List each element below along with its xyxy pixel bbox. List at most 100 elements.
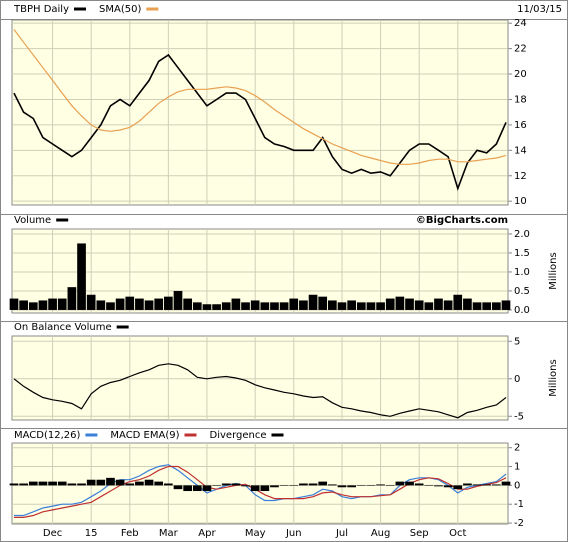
bar [414, 300, 424, 310]
bar [443, 485, 453, 488]
bar [250, 300, 260, 310]
bar [221, 483, 231, 486]
bar [57, 298, 67, 310]
y-tick-label: 0 [514, 480, 520, 491]
bar [231, 298, 241, 310]
y-tick-label: 16 [514, 120, 527, 131]
bar [173, 485, 183, 490]
plot-area [11, 335, 509, 421]
bar [443, 300, 453, 310]
bar [376, 484, 385, 486]
bar [96, 300, 106, 310]
legend-label: MACD(12,26) [14, 430, 81, 441]
bar [424, 302, 434, 310]
bar [337, 485, 347, 488]
y-axis-label: Millions [548, 359, 559, 396]
bar [86, 479, 96, 486]
bar [356, 302, 366, 310]
y-tick-label: 10 [514, 196, 527, 207]
bar [77, 243, 86, 310]
bar [106, 477, 115, 486]
bar [164, 296, 173, 310]
bar [299, 300, 308, 310]
bar [376, 302, 385, 310]
bar [106, 302, 115, 310]
bar [463, 298, 472, 310]
bar [192, 485, 202, 492]
x-tick-label: Aug [371, 528, 391, 539]
y-tick-label: 24 [514, 18, 527, 29]
bar [463, 483, 472, 486]
x-tick-label: Apr [198, 528, 216, 539]
legend-label: SMA(50) [99, 4, 141, 15]
plot-area [11, 228, 509, 314]
bar [472, 302, 482, 310]
bar [260, 485, 270, 492]
legend-label: Volume [14, 215, 51, 226]
bar [366, 485, 376, 486]
y-tick-label: 1 [514, 462, 520, 473]
bar [299, 483, 308, 486]
bar [19, 300, 28, 310]
bar [86, 294, 96, 310]
bar [328, 300, 337, 310]
bar [28, 481, 38, 486]
bar [164, 483, 173, 486]
x-tick-label: Jul [335, 528, 348, 539]
legend-label: Divergence [210, 430, 267, 441]
bar [77, 483, 86, 486]
bar [356, 485, 366, 486]
y-tick-label: 5 [514, 336, 520, 347]
y-tick-label: 12 [514, 171, 527, 182]
bar [48, 481, 57, 486]
bar [173, 290, 183, 310]
bar [135, 481, 144, 486]
y-tick-label: 2.0 [514, 229, 530, 240]
y-tick-label: -5 [514, 411, 524, 422]
series-line [14, 465, 507, 518]
bar [492, 302, 501, 310]
bar [125, 296, 135, 310]
bar [424, 485, 434, 486]
legend-label: TBPH Daily [13, 4, 69, 15]
y-tick-label: 18 [514, 94, 527, 105]
y-tick-label: 1.0 [514, 267, 530, 278]
bar [501, 300, 511, 310]
bar [241, 485, 250, 487]
bar [135, 298, 144, 310]
y-tick-label: -2 [514, 518, 524, 529]
bar [434, 485, 443, 487]
bar [38, 481, 48, 486]
bar [154, 481, 164, 486]
y-tick-label: 2 [514, 443, 520, 454]
bar [115, 298, 125, 310]
y-tick-label: 0 [514, 374, 520, 385]
series-line [14, 464, 507, 517]
bar [472, 484, 482, 486]
x-tick-label: Jun [285, 528, 302, 539]
y-axis-label: Millions [548, 252, 559, 289]
x-tick-label: Feb [121, 528, 139, 539]
bar [96, 479, 106, 486]
bar [9, 298, 19, 310]
bar [192, 302, 202, 310]
bar [395, 481, 405, 486]
bar [154, 298, 164, 310]
bar [501, 481, 511, 486]
bar [492, 484, 501, 486]
bar [125, 483, 135, 486]
y-tick-label: 0.5 [514, 286, 530, 297]
bar [28, 302, 38, 310]
bar [38, 300, 48, 310]
bar [212, 304, 221, 310]
bar [482, 302, 492, 310]
x-tick-label: May [245, 528, 266, 539]
legend-label: On Balance Volume [14, 322, 112, 333]
bar [202, 485, 212, 492]
bar [289, 485, 299, 486]
credit: ©BigCharts.com [416, 215, 508, 226]
bar [318, 481, 328, 486]
bar [260, 302, 270, 310]
bar [405, 298, 414, 310]
